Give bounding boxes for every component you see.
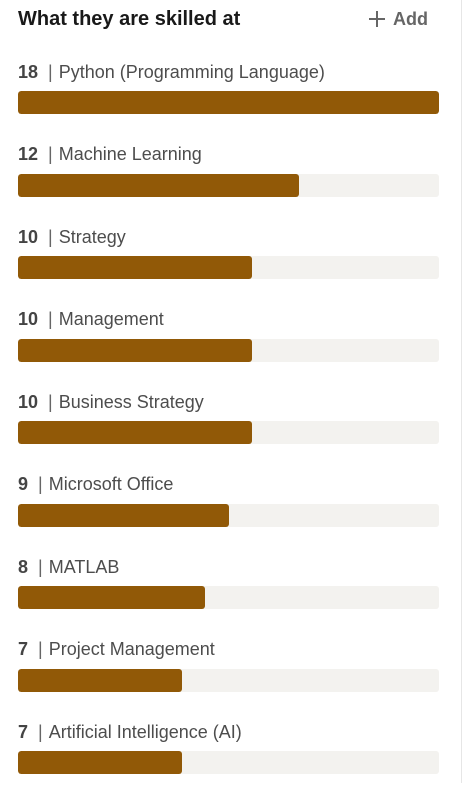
skill-label-row: 7 | Project Management <box>18 636 215 664</box>
skill-count: 7 <box>18 639 29 659</box>
skill-bar-track <box>18 256 439 279</box>
skill-name: Microsoft Office <box>48 474 174 494</box>
skill-count: 8 <box>18 556 29 577</box>
skill-count: 18 <box>18 61 39 82</box>
skill-bar-fill <box>18 503 229 527</box>
skill-count: 7 <box>18 721 29 742</box>
skill-bar-fill <box>18 338 253 362</box>
plus-icon <box>369 11 385 27</box>
skill-item[interactable]: 10 | Strategy <box>18 223 439 306</box>
skill-item[interactable]: 12 | Machine Learning <box>18 141 439 224</box>
skill-label-row: 10 | Strategy <box>18 223 126 251</box>
skill-label-row: 18 | Python (Programming Language) <box>18 58 325 86</box>
skill-separator: | <box>38 721 43 742</box>
skill-separator: | <box>38 474 43 494</box>
skill-count: 12 <box>18 144 39 164</box>
skill-item[interactable]: 10 | Business Strategy <box>18 388 439 471</box>
skill-separator: | <box>48 144 53 164</box>
skill-count: 9 <box>18 474 29 494</box>
skill-item[interactable]: 10 | Management <box>18 306 439 389</box>
skill-count: 10 <box>18 309 39 329</box>
skill-label-row: 10 | Business Strategy <box>18 388 204 416</box>
skill-item[interactable]: 18 | Python (Programming Language) <box>18 58 439 141</box>
add-skill-button[interactable]: Add <box>369 6 428 32</box>
skill-bar-fill <box>18 256 253 279</box>
skill-bar-track <box>18 503 439 527</box>
skill-bar-fill <box>18 91 439 114</box>
skill-bar-track <box>18 751 439 774</box>
skill-item[interactable]: 9 | Microsoft Office <box>18 471 439 554</box>
skill-name: Python (Programming Language) <box>58 61 325 82</box>
skill-item[interactable]: 7 | Artificial Intelligence (AI) <box>18 718 439 801</box>
skill-label-row: 8 | MATLAB <box>18 553 119 581</box>
skill-bar-fill <box>18 421 253 444</box>
panel-title: What they are skilled at <box>18 8 241 30</box>
skill-bar-fill <box>18 173 299 197</box>
skill-bar-fill <box>18 586 205 609</box>
skill-bar-track <box>18 586 439 609</box>
skill-name: MATLAB <box>48 556 120 577</box>
skill-label-row: 10 | Management <box>18 306 164 334</box>
skill-name: Business Strategy <box>58 391 204 412</box>
skill-bar-fill <box>18 751 182 774</box>
skill-count: 10 <box>18 226 39 247</box>
skill-bar-track <box>18 668 439 692</box>
skill-bar-track <box>18 338 439 362</box>
panel-header: What they are skilled at Add <box>18 6 438 32</box>
skill-item[interactable]: 7 | Project Management <box>18 636 439 719</box>
skill-name: Artificial Intelligence (AI) <box>48 721 242 742</box>
add-button-label: Add <box>393 9 428 29</box>
skill-name: Project Management <box>48 639 215 659</box>
skill-count: 10 <box>18 391 39 412</box>
skill-label-row: 12 | Machine Learning <box>18 141 202 169</box>
skill-label-row: 7 | Artificial Intelligence (AI) <box>18 718 242 746</box>
skill-separator: | <box>48 391 53 412</box>
skills-panel: What they are skilled at Add 18 | Python (… <box>18 0 462 783</box>
skill-separator: | <box>38 639 43 659</box>
skills-list: 18 | Python (Programming Language) 12 | Machi… <box>18 58 439 801</box>
skill-separator: | <box>48 309 53 329</box>
skill-separator: | <box>48 226 53 247</box>
skill-separator: | <box>48 61 53 82</box>
skill-name: Machine Learning <box>58 144 202 164</box>
skill-separator: | <box>38 556 43 577</box>
skill-bar-track <box>18 91 439 114</box>
skill-name: Management <box>58 309 164 329</box>
skill-name: Strategy <box>58 226 126 247</box>
skill-label-row: 9 | Microsoft Office <box>18 471 173 499</box>
skill-bar-track <box>18 421 439 444</box>
skill-bar-track <box>18 173 439 197</box>
skill-item[interactable]: 8 | MATLAB <box>18 553 439 636</box>
skill-bar-fill <box>18 668 182 692</box>
